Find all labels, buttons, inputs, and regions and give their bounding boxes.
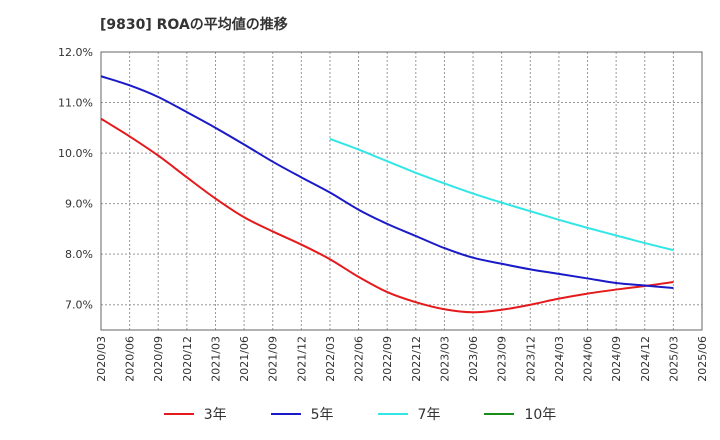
x-tick-label: 2024/09 — [610, 336, 623, 382]
x-tick-label: 2021/09 — [267, 336, 280, 382]
y-tick-label: 9.0% — [65, 198, 93, 211]
legend-item: 3年 — [163, 404, 227, 424]
legend-swatch — [484, 413, 515, 415]
x-tick-label: 2023/03 — [438, 336, 451, 382]
y-tick-label: 12.0% — [58, 46, 93, 59]
x-tick-label: 2022/12 — [410, 336, 423, 382]
legend-label: 10年 — [524, 407, 557, 423]
x-tick-label: 2023/06 — [467, 336, 480, 382]
legend-item: 5年 — [270, 404, 334, 424]
x-tick-label: 2025/06 — [696, 336, 709, 382]
x-tick-label: 2020/09 — [152, 336, 165, 382]
x-tick-labels: 2020/03 2020/06 2020/09 2020/12 2021/03 2021/… — [95, 336, 709, 382]
legend-swatch — [377, 413, 408, 415]
legend: 3年 5年 7年 10年 — [0, 404, 720, 424]
series-lines — [100, 75, 674, 314]
x-tick-label: 2021/06 — [238, 336, 251, 382]
legend-label: 5年 — [310, 407, 334, 423]
legend-item: 10年 — [484, 404, 556, 424]
y-tick-label: 10.0% — [58, 147, 93, 160]
series-line — [329, 138, 674, 252]
legend-label: 3年 — [203, 407, 227, 423]
legend-swatch — [270, 413, 301, 415]
x-tick-label: 2024/12 — [639, 336, 652, 382]
legend-item: 7年 — [377, 404, 441, 424]
chart-title: [9830] ROAの平均値の推移 — [100, 17, 288, 33]
y-tick-label: 8.0% — [65, 248, 93, 261]
x-tick-label: 2020/03 — [95, 336, 108, 382]
plot-area-frame — [100, 51, 703, 331]
x-tick-label: 2022/03 — [324, 336, 337, 382]
series-line — [100, 75, 674, 290]
series-line — [100, 117, 674, 314]
x-tick-label: 2021/12 — [295, 336, 308, 382]
x-tick-label: 2022/09 — [381, 336, 394, 382]
x-tick-label: 2023/09 — [496, 336, 509, 382]
x-tick-label: 2023/12 — [524, 336, 537, 382]
x-tick-label: 2024/06 — [582, 336, 595, 382]
x-tick-label: 2025/03 — [667, 336, 680, 382]
x-tick-label: 2022/06 — [353, 336, 366, 382]
y-tick-label: 7.0% — [65, 299, 93, 312]
legend-swatch — [163, 413, 194, 415]
y-tick-label: 11.0% — [58, 97, 93, 110]
y-tick-labels: 7.0% 8.0% 9.0% 10.0% 11.0% 12.0% — [58, 46, 93, 312]
x-tick-label: 2021/03 — [209, 336, 222, 382]
x-tick-label: 2020/12 — [181, 336, 194, 382]
x-tick-label: 2024/03 — [553, 336, 566, 382]
grid-lines — [101, 52, 702, 330]
x-tick-label: 2020/06 — [124, 336, 137, 382]
legend-label: 7年 — [417, 407, 441, 423]
